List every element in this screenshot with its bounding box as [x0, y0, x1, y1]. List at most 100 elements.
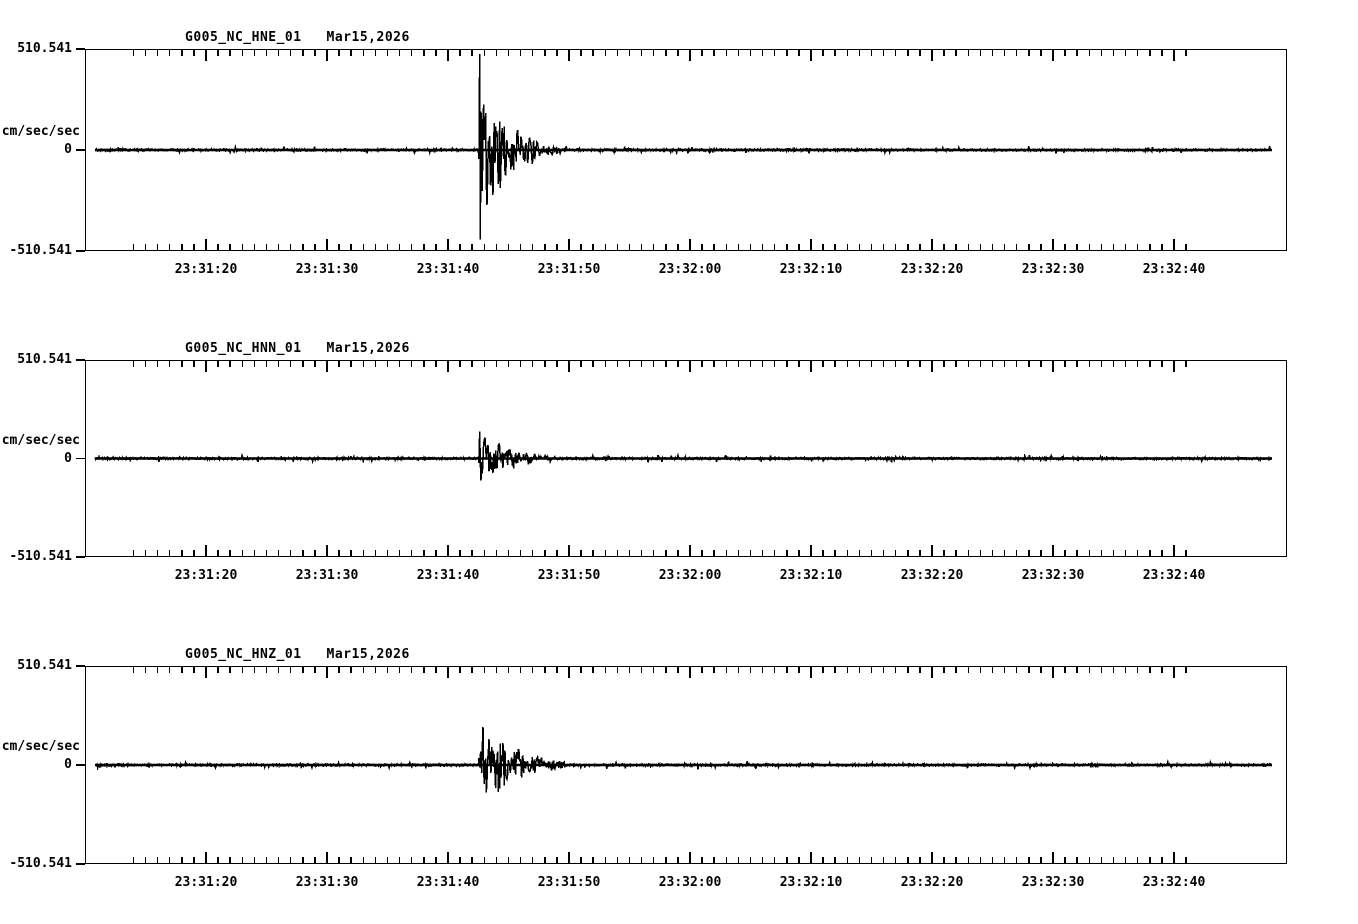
x-minor-tick-bottom [979, 857, 982, 864]
y-tick-mark [76, 457, 85, 460]
x-minor-tick-top [1100, 360, 1103, 367]
x-tick-label-6: 23:32:20 [900, 568, 964, 583]
x-tick-label-8: 23:32:40 [1142, 875, 1206, 890]
x-minor-tick-bottom [580, 857, 582, 864]
x-minor-tick-top [628, 360, 631, 367]
x-minor-tick-bottom [749, 550, 752, 557]
x-minor-tick-bottom [640, 857, 643, 864]
x-minor-tick-bottom [749, 857, 752, 864]
x-minor-tick-top [846, 666, 849, 673]
x-minor-tick-top [1064, 360, 1066, 367]
x-minor-tick-bottom [1112, 550, 1115, 557]
x-major-tick-top [205, 666, 207, 678]
x-minor-tick-top [1003, 49, 1006, 56]
x-minor-tick-top [701, 360, 703, 367]
x-tick-label-6: 23:32:20 [900, 262, 964, 277]
x-minor-tick-top [1149, 49, 1151, 56]
x-minor-tick-top [241, 49, 244, 56]
x-minor-tick-bottom [423, 244, 425, 251]
x-minor-tick-top [991, 49, 994, 56]
x-minor-tick-bottom [1040, 550, 1042, 557]
x-minor-tick-bottom [471, 857, 473, 864]
x-major-tick-bottom [810, 545, 812, 557]
x-minor-tick-bottom [302, 550, 304, 557]
x-minor-tick-top [786, 666, 788, 673]
x-minor-tick-top [544, 666, 546, 673]
x-minor-tick-bottom [144, 550, 147, 557]
x-minor-tick-top [229, 49, 231, 56]
x-minor-tick-bottom [531, 550, 534, 557]
x-minor-tick-top [991, 666, 994, 673]
x-minor-tick-bottom [483, 857, 486, 864]
x-minor-tick-top [483, 49, 486, 56]
x-minor-tick-top [652, 666, 655, 673]
x-minor-tick-top [556, 666, 558, 673]
x-major-tick-bottom [326, 545, 328, 557]
x-minor-tick-top [132, 666, 135, 673]
x-minor-tick-top [519, 666, 522, 673]
x-minor-tick-bottom [1185, 857, 1187, 864]
x-minor-tick-top [168, 360, 171, 367]
x-minor-tick-bottom [386, 857, 389, 864]
x-minor-tick-top [338, 360, 340, 367]
x-minor-tick-bottom [701, 550, 703, 557]
x-minor-tick-top [882, 360, 885, 367]
x-minor-tick-bottom [725, 550, 728, 557]
x-minor-tick-top [217, 49, 219, 56]
x-minor-tick-bottom [1064, 857, 1066, 864]
x-minor-tick-top [665, 49, 667, 56]
x-minor-tick-top [423, 360, 425, 367]
x-major-tick-bottom [1173, 852, 1175, 864]
y-tick-label-min-g005_nc_hnn_01: -510.541 [9, 549, 72, 564]
x-minor-tick-top [1149, 666, 1151, 673]
x-minor-tick-bottom [241, 550, 244, 557]
x-minor-tick-bottom [410, 857, 413, 864]
x-minor-tick-bottom [314, 244, 316, 251]
x-minor-tick-bottom [519, 550, 522, 557]
x-minor-tick-bottom [386, 244, 389, 251]
x-minor-tick-top [193, 666, 195, 673]
x-minor-tick-top [302, 49, 304, 56]
x-major-tick-bottom [568, 239, 570, 251]
x-minor-tick-top [652, 360, 655, 367]
x-minor-tick-top [423, 49, 425, 56]
x-minor-tick-bottom [265, 550, 268, 557]
x-minor-tick-bottom [1149, 244, 1151, 251]
x-minor-tick-top [435, 49, 437, 56]
x-minor-tick-top [677, 49, 679, 56]
x-minor-tick-bottom [640, 550, 643, 557]
x-minor-tick-top [181, 360, 183, 367]
x-minor-tick-top [144, 49, 147, 56]
x-minor-tick-bottom [277, 244, 280, 251]
x-tick-label-7: 23:32:30 [1021, 875, 1085, 890]
x-minor-tick-bottom [846, 857, 849, 864]
x-major-tick-bottom [205, 239, 207, 251]
x-minor-tick-top [156, 666, 159, 673]
x-minor-tick-bottom [870, 244, 873, 251]
x-minor-tick-bottom [398, 857, 401, 864]
x-minor-tick-bottom [459, 550, 461, 557]
x-tick-label-3: 23:31:50 [537, 262, 601, 277]
x-minor-tick-bottom [846, 244, 849, 251]
x-minor-tick-top [277, 666, 280, 673]
x-minor-tick-bottom [1124, 550, 1127, 557]
x-minor-tick-top [713, 360, 715, 367]
x-minor-tick-top [217, 360, 219, 367]
x-minor-tick-top [193, 360, 195, 367]
x-minor-tick-bottom [1100, 244, 1103, 251]
x-minor-tick-top [459, 49, 461, 56]
x-minor-tick-bottom [991, 244, 994, 251]
x-minor-tick-bottom [483, 244, 486, 251]
x-minor-tick-top [870, 666, 873, 673]
x-minor-tick-top [677, 360, 679, 367]
x-minor-tick-bottom [725, 857, 728, 864]
x-minor-tick-bottom [737, 244, 740, 251]
x-minor-tick-bottom [1124, 244, 1127, 251]
x-minor-tick-bottom [556, 857, 558, 864]
x-minor-tick-bottom [338, 244, 340, 251]
x-minor-tick-bottom [1015, 857, 1018, 864]
x-minor-tick-top [604, 666, 607, 673]
x-minor-tick-bottom [314, 550, 316, 557]
x-minor-tick-top [350, 666, 352, 673]
x-minor-tick-top [858, 360, 861, 367]
